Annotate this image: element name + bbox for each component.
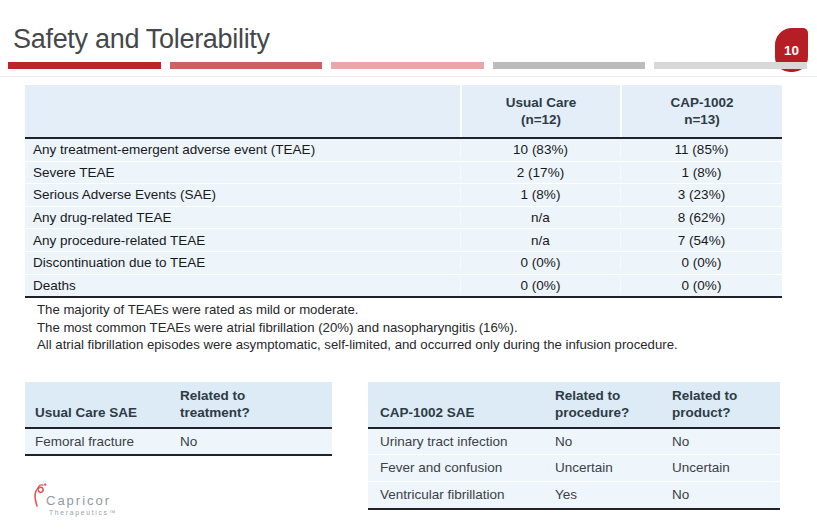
sae-event: Fever and confusion bbox=[368, 460, 555, 475]
usual-care-sae-header-row: Usual Care SAE Related to treatment? bbox=[25, 382, 332, 427]
brand-subname: Therapeutics™ bbox=[49, 509, 117, 516]
sae-event: Urinary tract infection bbox=[368, 434, 555, 449]
related-product-value: Uncertain bbox=[672, 460, 780, 475]
usual-care-header-line1: Usual Care bbox=[506, 94, 577, 111]
teae-header-empty bbox=[25, 85, 460, 137]
related-procedure-value: Uncertain bbox=[555, 460, 672, 475]
usual-care-sae-header: Usual Care SAE bbox=[25, 382, 180, 427]
related-product-header: Related to product? bbox=[672, 382, 780, 427]
related-treatment-value: No bbox=[180, 434, 332, 449]
cap1002-value: 0 (0%) bbox=[620, 255, 782, 270]
accent-bar-1 bbox=[8, 62, 161, 69]
cap1002-value: 0 (0%) bbox=[620, 278, 782, 293]
related-procedure-value: Yes bbox=[555, 487, 672, 502]
related-procedure-value: No bbox=[555, 434, 672, 449]
table-row: Fever and confusion Uncertain Uncertain bbox=[368, 455, 780, 481]
row-label: Serious Adverse Events (SAE) bbox=[25, 187, 460, 202]
slide: Safety and Tolerability 10 Usual Care (n… bbox=[0, 0, 817, 531]
teae-header-cap1002: CAP-1002 n=13) bbox=[620, 85, 782, 137]
cap1002-value: 1 (8%) bbox=[620, 165, 782, 180]
row-label: Any treatment-emergent adverse event (TE… bbox=[25, 142, 460, 157]
usual-care-sae-table: Usual Care SAE Related to treatment? Fem… bbox=[25, 382, 332, 456]
usual-care-value: n/a bbox=[460, 210, 620, 225]
sae-event: Ventricular fibrillation bbox=[368, 487, 555, 502]
table-row: Any treatment-emergent adverse event (TE… bbox=[25, 139, 782, 162]
cap1002-sae-header-row: CAP-1002 SAE Related to procedure? Relat… bbox=[368, 382, 780, 427]
accent-bar-row bbox=[8, 62, 807, 69]
related-procedure-header: Related to procedure? bbox=[555, 382, 672, 427]
table-row: Femoral fracture No bbox=[25, 429, 332, 454]
teae-summary-table: Usual Care (n=12) CAP-1002 n=13) Any tre… bbox=[25, 85, 782, 298]
usual-care-value: 2 (17%) bbox=[460, 165, 620, 180]
row-label: Any procedure-related TEAE bbox=[25, 233, 460, 248]
table-row: Deaths 0 (0%) 0 (0%) bbox=[25, 275, 782, 297]
usual-care-value: 0 (0%) bbox=[460, 278, 620, 293]
brand-name: Capricor bbox=[46, 493, 111, 508]
title-divider bbox=[0, 76, 817, 77]
footnote-line: The majority of TEAEs were rated as mild… bbox=[37, 301, 678, 319]
capricor-logo: Capricor Therapeutics™ bbox=[30, 482, 150, 526]
cap1002-header-line2: n=13) bbox=[684, 111, 720, 128]
row-label: Severe TEAE bbox=[25, 165, 460, 180]
table-row: Discontinuation due to TEAE 0 (0%) 0 (0%… bbox=[25, 252, 782, 275]
table-row: Severe TEAE 2 (17%) 1 (8%) bbox=[25, 162, 782, 185]
usual-care-header-line2: (n=12) bbox=[521, 111, 561, 128]
accent-bar-3 bbox=[331, 62, 484, 69]
cap1002-header-line1: CAP-1002 bbox=[670, 94, 733, 111]
teae-header-usual-care: Usual Care (n=12) bbox=[460, 85, 620, 137]
related-treatment-header: Related to treatment? bbox=[180, 382, 332, 427]
teae-table-header-row: Usual Care (n=12) CAP-1002 n=13) bbox=[25, 85, 782, 137]
accent-bar-4 bbox=[493, 62, 646, 69]
accent-bar-5 bbox=[654, 62, 807, 69]
footnotes: The majority of TEAEs were rated as mild… bbox=[37, 301, 678, 354]
table-row: Serious Adverse Events (SAE) 1 (8%) 3 (2… bbox=[25, 184, 782, 207]
usual-care-value: 0 (0%) bbox=[460, 255, 620, 270]
row-label: Any drug-related TEAE bbox=[25, 210, 460, 225]
cap1002-value: 3 (23%) bbox=[620, 187, 782, 202]
usual-care-value: 1 (8%) bbox=[460, 187, 620, 202]
footnote-line: The most common TEAEs were atrial fibril… bbox=[37, 319, 678, 337]
cap1002-value: 11 (85%) bbox=[620, 142, 782, 157]
cap1002-sae-body: Urinary tract infection No No Fever and … bbox=[368, 427, 780, 510]
cap1002-value: 7 (54%) bbox=[620, 233, 782, 248]
usual-care-value: 10 (83%) bbox=[460, 142, 620, 157]
table-row: Any drug-related TEAE n/a 8 (62%) bbox=[25, 207, 782, 230]
usual-care-sae-body: Femoral fracture No bbox=[25, 427, 332, 456]
cap1002-sae-table: CAP-1002 SAE Related to procedure? Relat… bbox=[368, 382, 780, 510]
table-row: Urinary tract infection No No bbox=[368, 429, 780, 455]
footnote-line: All atrial fibrillation episodes were as… bbox=[37, 336, 678, 354]
sae-event: Femoral fracture bbox=[25, 434, 180, 449]
related-product-value: No bbox=[672, 487, 780, 502]
usual-care-value: n/a bbox=[460, 233, 620, 248]
table-row: Any procedure-related TEAE n/a 7 (54%) bbox=[25, 229, 782, 252]
row-label: Deaths bbox=[25, 278, 460, 293]
teae-table-body: Any treatment-emergent adverse event (TE… bbox=[25, 137, 782, 298]
page-title: Safety and Tolerability bbox=[13, 24, 270, 55]
table-row: Ventricular fibrillation Yes No bbox=[368, 482, 780, 508]
related-product-value: No bbox=[672, 434, 780, 449]
cap1002-sae-header: CAP-1002 SAE bbox=[368, 382, 555, 427]
accent-bar-2 bbox=[170, 62, 323, 69]
row-label: Discontinuation due to TEAE bbox=[25, 255, 460, 270]
cap1002-value: 8 (62%) bbox=[620, 210, 782, 225]
